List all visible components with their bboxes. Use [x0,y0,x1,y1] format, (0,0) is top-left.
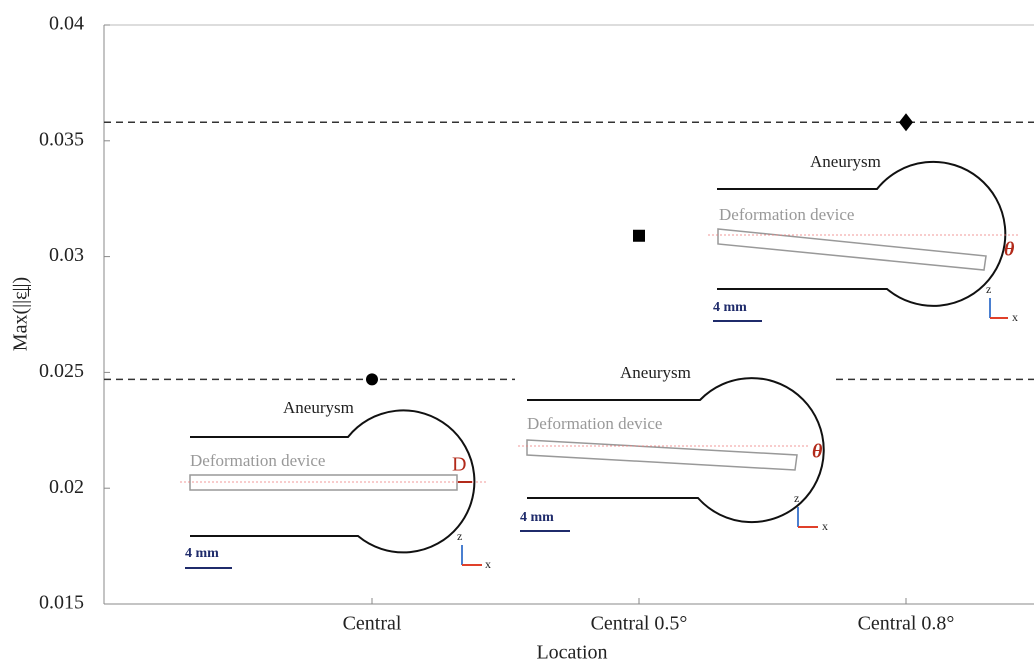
scale-label: 4 mm [713,300,747,315]
scale-label: 4 mm [185,546,219,561]
marker [366,373,378,386]
device-shape [717,228,987,271]
device-label: Deformation device [527,414,662,433]
insets: Aneurysm Deformation device D 4 mm z x A… [180,152,1020,571]
marker [633,229,645,242]
y-tick-label: 0.02 [49,476,84,498]
markers [366,113,913,386]
y-tick-label: 0.015 [39,592,84,614]
vessel [527,377,825,524]
axis-x-label: x [1012,310,1018,324]
symbol-label: θ [1004,239,1015,261]
axis-z-label: z [794,491,799,505]
y-tick-label: 0.035 [39,128,84,150]
inset: Aneurysm Deformation device θ 4 mm z x [515,362,833,542]
inset: Aneurysm Deformation device θ 4 mm z x [708,152,1020,324]
axis-z-label: z [986,282,991,296]
aneurysm-label: Aneurysm [620,363,691,382]
y-tick-label: 0.025 [39,360,84,382]
symbol-label: θ [812,441,823,463]
x-tick-label: Central 0.8° [858,613,955,635]
scale-label: 4 mm [520,510,554,525]
vessel [190,409,476,554]
axes: 0.015 0.02 0.025 0.03 0.035 0.04 Central Centra… [39,13,1034,635]
device-shape [526,439,798,471]
device-label: Deformation device [719,205,854,224]
device-label: Deformation device [190,451,325,470]
aneurysm-label: Aneurysm [810,152,881,171]
aneurysm-label: Aneurysm [283,398,354,417]
x-tick-label: Central 0.5° [591,613,688,635]
x-tick-label: Central [343,613,402,635]
axis-x-label: x [822,519,828,533]
inset-bg [515,362,833,542]
y-tick-label: 0.03 [49,244,84,266]
vessel [717,160,1007,307]
symbol-label: D [452,454,466,476]
device-shape [189,474,458,491]
reference-lines [104,121,1034,381]
marker [899,113,913,132]
y-axis-label: Max(||ε̲||) [10,277,32,351]
axis-x-label: x [485,557,491,571]
axis-z-label: z [457,529,462,543]
inset: Aneurysm Deformation device D 4 mm z x [180,398,491,571]
y-tick-label: 0.04 [49,13,84,35]
x-axis-label: Location [536,642,607,664]
